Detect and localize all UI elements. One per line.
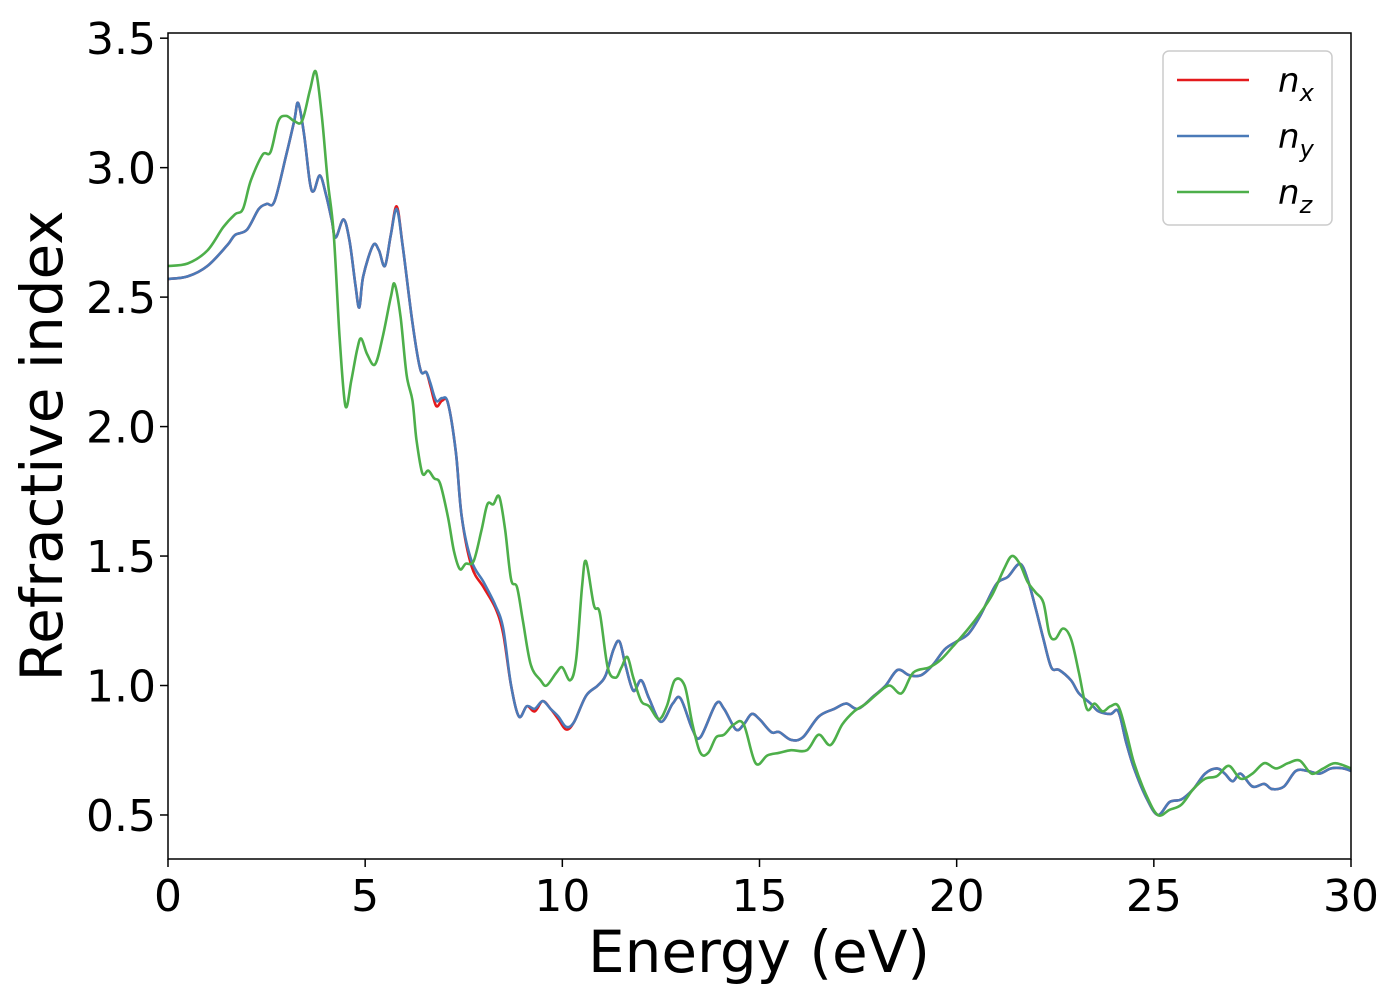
y-tick-label: 2.5 [86,273,156,324]
legend-label-y: ny [1278,117,1315,163]
legend-label-subscript: z [1299,191,1314,219]
y-tick-label: 3.5 [86,14,156,65]
x-tick-label: 0 [154,871,182,922]
x-tick-label: 5 [351,871,379,922]
y-axis-ticks: 0.5 1.0 1.5 2.0 2.5 3.0 3.5 [86,14,168,842]
x-tick-label: 15 [732,871,788,922]
y-tick-label: 1.0 [86,662,156,713]
legend-label-base: n [1278,61,1300,101]
x-axis-label: Energy (eV) [588,918,930,986]
y-tick-label: 0.5 [86,791,156,842]
y-tick-label: 2.0 [86,403,156,454]
y-axis-label: Refractive index [8,210,76,681]
x-tick-label: 30 [1323,871,1379,922]
y-tick-label: 3.0 [86,144,156,195]
legend-label-subscript: x [1299,79,1315,107]
y-tick-label: 1.5 [86,532,156,583]
series-line-y [168,101,1351,817]
legend-label-subscript: y [1299,135,1315,163]
legend-label-base: n [1278,173,1300,213]
x-tick-label: 10 [534,871,590,922]
x-axis-ticks: 0 5 10 15 20 25 30 [154,859,1379,922]
series-line-z [168,69,1351,817]
legend-label-base: n [1278,117,1300,157]
series-layer [168,69,1351,817]
legend-frame [1162,50,1333,226]
legend-label-z: nz [1278,173,1314,219]
x-tick-label: 20 [929,871,985,922]
x-tick-label: 25 [1126,871,1182,922]
legend-label-x: nx [1278,61,1315,107]
